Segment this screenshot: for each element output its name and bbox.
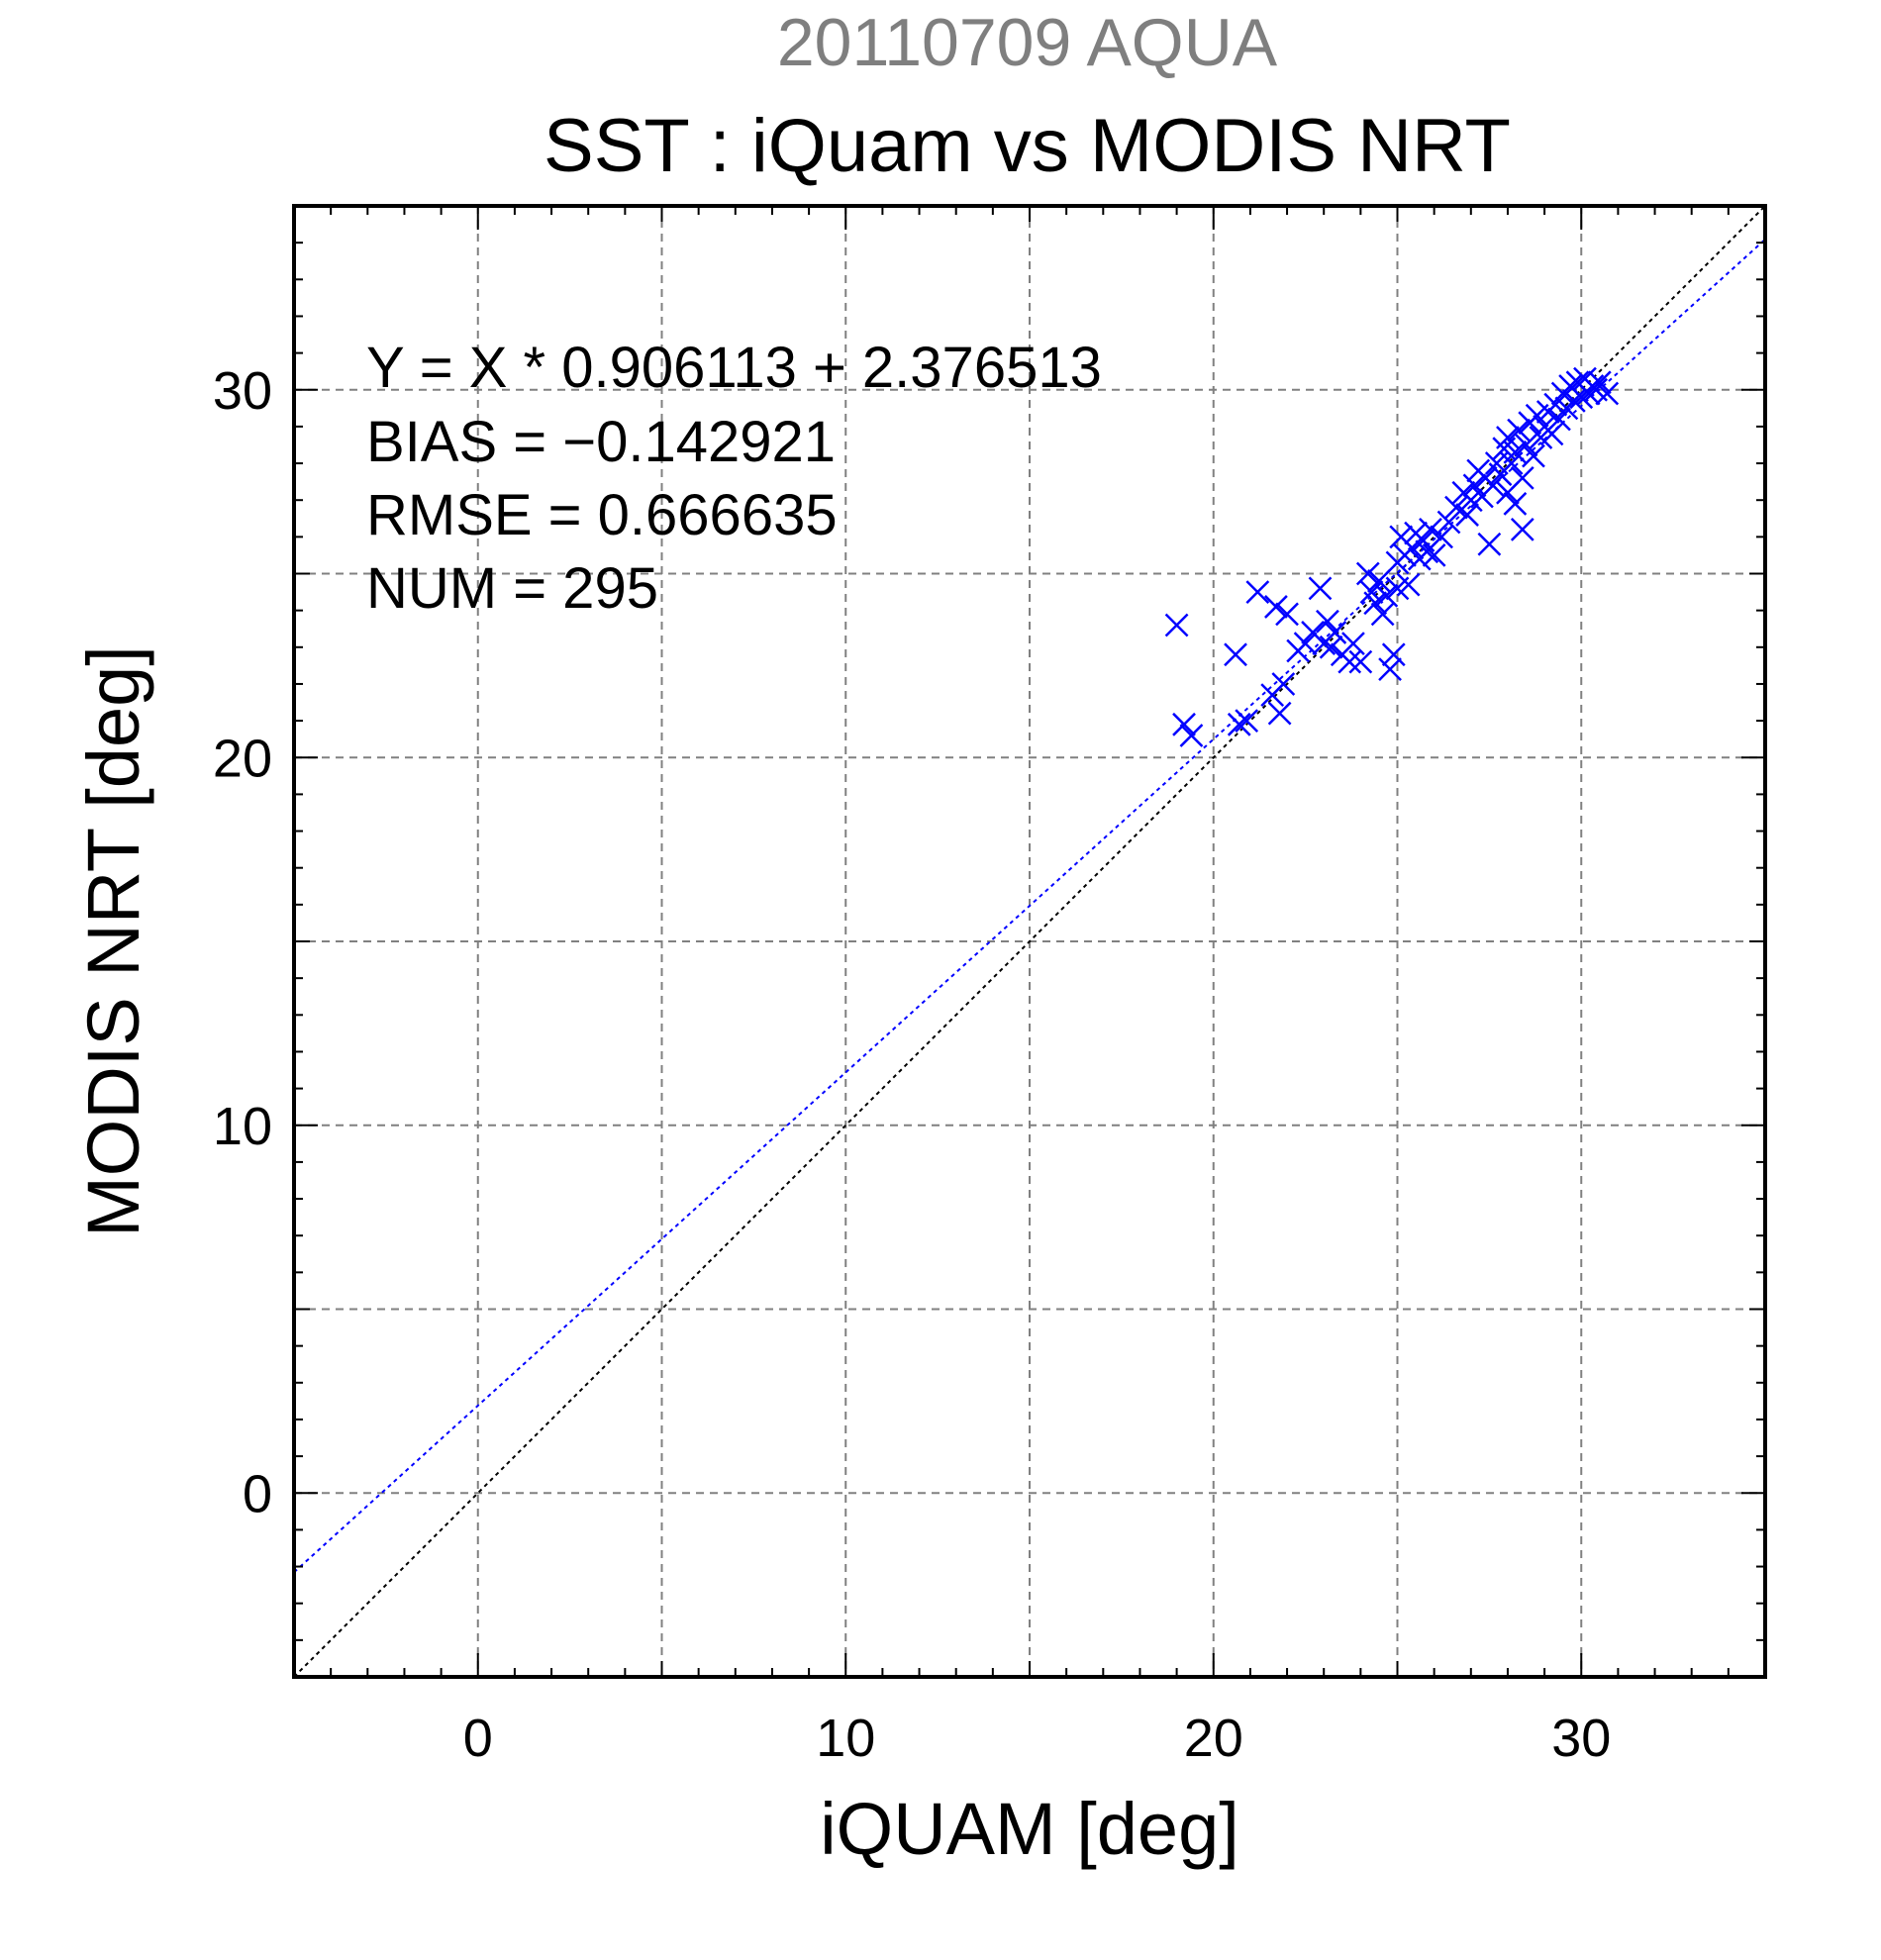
data-point (1308, 576, 1333, 601)
data-point (1316, 609, 1339, 634)
data-point (1503, 441, 1528, 464)
y-tick-label: 10 (213, 1097, 272, 1156)
data-point (1481, 473, 1505, 498)
data-point (1348, 649, 1373, 674)
regression-line (294, 239, 1765, 1574)
data-point (1400, 536, 1425, 560)
data-point (1430, 525, 1453, 549)
data-point (1381, 642, 1406, 667)
data-point (1444, 495, 1468, 520)
data-point (1341, 632, 1365, 655)
data-point (1319, 635, 1343, 659)
data-point (1264, 595, 1288, 619)
data-point (1514, 433, 1538, 457)
data-point (1355, 561, 1380, 586)
data-point (1462, 473, 1487, 498)
data-point (1227, 712, 1251, 736)
chart-title: SST : iQuam vs MODIS NRT (544, 104, 1511, 188)
data-point (1503, 492, 1528, 516)
rmse-stat: RMSE = 0.666635 (366, 483, 838, 547)
data-point (1561, 389, 1586, 413)
data-point (1587, 370, 1612, 395)
data-point (1595, 381, 1620, 406)
data-point (1378, 657, 1402, 681)
data-point (1547, 407, 1571, 432)
data-point (1224, 642, 1247, 667)
data-points (1164, 366, 1620, 747)
data-point (1510, 518, 1534, 541)
x-tick-label: 20 (1184, 1709, 1243, 1768)
x-axis-label: iQUAM [deg] (820, 1788, 1239, 1870)
data-point (1275, 602, 1299, 627)
data-point (1363, 591, 1388, 616)
data-point (1245, 580, 1270, 604)
y-tick-label: 30 (213, 361, 272, 421)
data-point (1419, 518, 1442, 541)
fit-equation: Y = X * 0.906113 + 2.376513 (366, 336, 1102, 400)
data-point (1370, 602, 1395, 627)
data-point (1539, 422, 1564, 446)
data-point (1267, 701, 1292, 726)
data-point (1323, 621, 1347, 644)
data-point (1293, 632, 1318, 655)
data-point (1374, 583, 1399, 608)
data-point (1436, 510, 1461, 535)
x-tick-label: 10 (816, 1709, 875, 1768)
tick-labels: 0 10 20 30 0 10 20 30 (213, 361, 1611, 1768)
data-point (1507, 418, 1531, 442)
num-stat: NUM = 295 (366, 556, 658, 621)
y-tick-label: 0 (243, 1464, 272, 1523)
data-point (1496, 426, 1520, 449)
data-point (1337, 649, 1362, 674)
bias-stat: BIAS = −0.142921 (366, 410, 837, 474)
data-point (1522, 443, 1545, 468)
data-point (1172, 712, 1196, 736)
data-point (1455, 503, 1479, 527)
x-tick-label: 0 (463, 1709, 493, 1768)
data-point (1271, 672, 1296, 696)
one-to-one-line (294, 206, 1765, 1677)
data-point (1179, 724, 1204, 747)
date-title: 20110709 AQUA (776, 5, 1278, 80)
y-tick-label: 20 (213, 729, 272, 788)
data-point (1422, 543, 1446, 567)
axis-ticks (294, 206, 1765, 1677)
data-point (1396, 572, 1421, 597)
x-tick-label: 30 (1551, 1709, 1611, 1768)
y-axis-label: MODIS NRT [deg] (72, 645, 154, 1237)
data-point (1164, 613, 1189, 637)
data-point (1477, 532, 1502, 556)
data-point (1235, 709, 1259, 733)
data-point (1367, 569, 1391, 593)
reference-lines (294, 206, 1765, 1677)
data-point (1510, 466, 1534, 490)
